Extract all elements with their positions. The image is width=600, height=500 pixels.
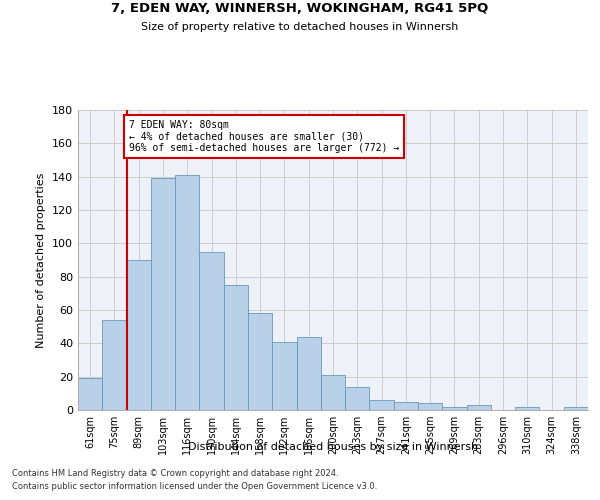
- Bar: [175, 175, 199, 410]
- Bar: [564, 406, 588, 410]
- Y-axis label: Number of detached properties: Number of detached properties: [37, 172, 46, 348]
- Text: 7 EDEN WAY: 80sqm
← 4% of detached houses are smaller (30)
96% of semi-detached : 7 EDEN WAY: 80sqm ← 4% of detached house…: [129, 120, 399, 153]
- Bar: [248, 314, 272, 410]
- Bar: [467, 405, 491, 410]
- Text: Contains public sector information licensed under the Open Government Licence v3: Contains public sector information licen…: [12, 482, 377, 491]
- Text: Size of property relative to detached houses in Winnersh: Size of property relative to detached ho…: [142, 22, 458, 32]
- Bar: [199, 252, 224, 410]
- Bar: [345, 386, 370, 410]
- Bar: [394, 402, 418, 410]
- Bar: [102, 320, 127, 410]
- Bar: [296, 336, 321, 410]
- Bar: [442, 406, 467, 410]
- Bar: [418, 404, 442, 410]
- Text: Distribution of detached houses by size in Winnersh: Distribution of detached houses by size …: [188, 442, 478, 452]
- Bar: [515, 406, 539, 410]
- Bar: [78, 378, 102, 410]
- Bar: [127, 260, 151, 410]
- Bar: [370, 400, 394, 410]
- Bar: [151, 178, 175, 410]
- Text: Contains HM Land Registry data © Crown copyright and database right 2024.: Contains HM Land Registry data © Crown c…: [12, 468, 338, 477]
- Bar: [224, 285, 248, 410]
- Bar: [321, 375, 345, 410]
- Bar: [272, 342, 296, 410]
- Text: 7, EDEN WAY, WINNERSH, WOKINGHAM, RG41 5PQ: 7, EDEN WAY, WINNERSH, WOKINGHAM, RG41 5…: [112, 2, 488, 16]
